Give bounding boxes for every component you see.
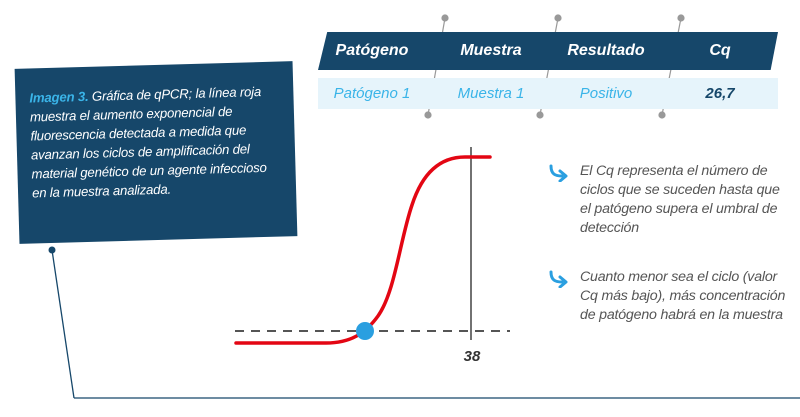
- note-2: Cuanto menor sea el ciclo (valor Cq más …: [548, 268, 788, 325]
- cell-resultado: Positivo: [579, 85, 633, 102]
- connector-dot: [48, 246, 56, 254]
- cell-patogeno: Patógeno 1: [333, 85, 411, 102]
- header-patogeno: Patógeno: [335, 42, 409, 59]
- note-1-text: El Cq representa el número de ciclos que…: [580, 163, 780, 236]
- cell-cq: 26,7: [705, 85, 735, 102]
- header-muestra: Muestra: [460, 42, 522, 59]
- results-table-header: Patógeno Muestra Resultado Cq: [318, 32, 778, 70]
- cell-muestra: Muestra 1: [457, 85, 525, 102]
- threshold-crossing-point: [356, 322, 374, 340]
- header-resultado: Resultado: [567, 42, 645, 59]
- curved-arrow-icon: [548, 164, 580, 187]
- results-table-row: Patógeno 1 Muestra 1 Positivo 26,7: [318, 78, 778, 109]
- cycle-tick-label: 38: [463, 348, 481, 365]
- header-cq: Cq: [709, 42, 731, 59]
- note-2-text: Cuanto menor sea el ciclo (valor Cq más …: [580, 269, 786, 323]
- note-1: El Cq representa el número de ciclos que…: [548, 162, 788, 238]
- curved-arrow-icon: [548, 270, 580, 293]
- amplification-curve: [234, 155, 492, 345]
- connector-line-left: [51, 249, 75, 399]
